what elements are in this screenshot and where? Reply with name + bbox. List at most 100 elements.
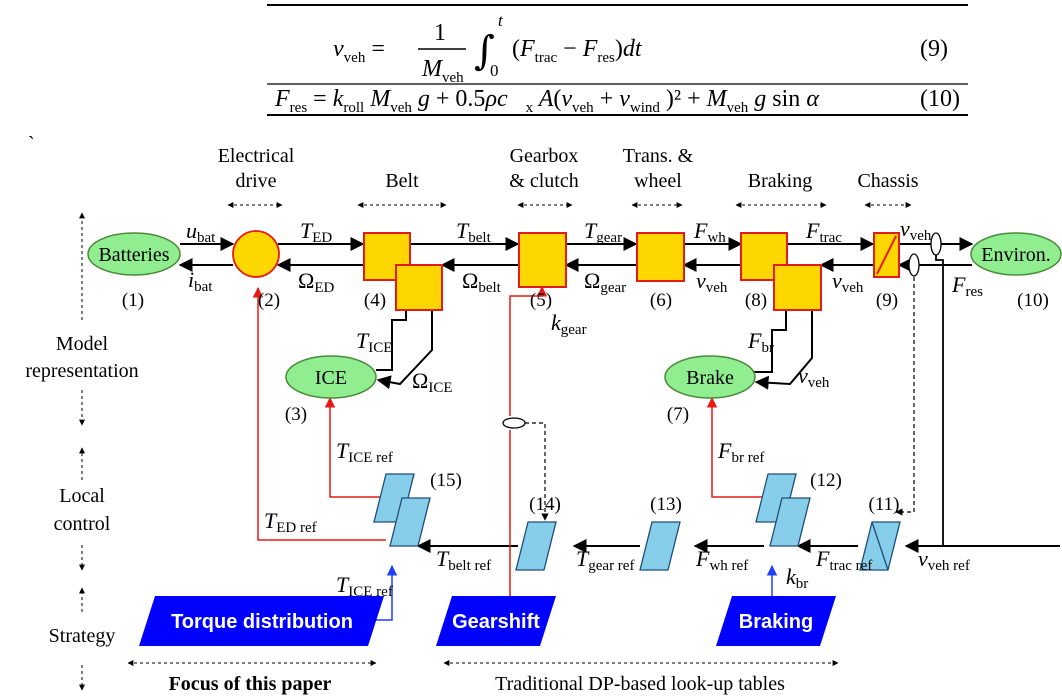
label-T-gear: Tgear [584, 218, 622, 246]
stray-mark: ` [28, 133, 35, 155]
footer-traditional: Traditional DP-based look-up tables [495, 673, 785, 695]
gearshift-block: Gearshift [436, 596, 556, 646]
row-local: Local [59, 485, 105, 507]
svg-text:Mveh: Mveh [421, 56, 464, 86]
blue-lines [372, 564, 778, 621]
header-clutch: & clutch [509, 170, 578, 192]
number-1: (1) [122, 290, 144, 311]
equation-10: Fres = kroll Mveh g + 0.5ρc x A(vveh + vw… [274, 86, 960, 118]
sensor-lines [525, 270, 915, 521]
label-T-belt: Tbelt [456, 218, 492, 246]
label-Omega-gear: Ωgear [584, 268, 626, 296]
batteries-node: Batteries [87, 232, 181, 276]
label-k-gear: kgear [551, 310, 587, 338]
control-12b [769, 497, 811, 547]
footer-focus: Focus of this paper [169, 673, 332, 695]
control-13 [639, 521, 681, 571]
row-strategy: Strategy [49, 625, 116, 647]
row-representation: representation [25, 360, 138, 382]
number-12: (12) [810, 470, 842, 491]
red-lines [252, 287, 766, 632]
label-F-trac: Ftrac [805, 218, 842, 246]
row-model: Model [56, 333, 109, 355]
chassis-block [873, 232, 900, 278]
strategy-blocks: Torque distribution Gearshift Braking [139, 596, 836, 646]
row-control: control [54, 513, 111, 535]
number-15: (15) [430, 470, 462, 491]
sensor-ellipses [502, 232, 942, 429]
svg-text:Braking: Braking [739, 611, 813, 633]
eq9-number: (9) [920, 36, 948, 62]
label-F-trac-ref: Ftrac ref [815, 546, 872, 574]
brake-block [740, 232, 822, 311]
label-i-bat: ibat [188, 267, 213, 295]
number-14: (14) [529, 494, 561, 515]
header-electrical: Electrical [218, 145, 295, 167]
footer: Focus of this paper Traditional DP-based… [127, 660, 839, 695]
svg-text:Batteries: Batteries [98, 244, 169, 266]
control-blocks [373, 473, 901, 571]
number-11: (11) [869, 494, 900, 515]
header-braking: Braking [748, 170, 812, 192]
header-chassis: Chassis [857, 170, 918, 192]
eq10-number: (10) [920, 86, 960, 112]
svg-text:Brake: Brake [686, 367, 734, 389]
integral-sign: ∫ [474, 28, 495, 74]
svg-text:Fres = kroll: Fres = kroll Mveh g + 0.5ρc x A(vveh + vw… [274, 86, 819, 118]
number-5: (5) [530, 290, 552, 311]
number-4: (4) [364, 290, 386, 311]
header-belt: Belt [385, 170, 419, 192]
svg-text:(Ftrac − Fres)dt: (Ftrac − Fres)dt [512, 36, 643, 66]
label-F-br: Fbr [747, 328, 774, 356]
label-v-veh-ref: vveh ref [918, 546, 970, 574]
control-15b [389, 497, 431, 547]
label-T-ICE-ref-bottom: TICE ref [336, 572, 393, 600]
number-8: (8) [745, 290, 767, 311]
label-v-veh-9: vveh [900, 216, 932, 244]
braking-strategy-block: Braking [716, 596, 836, 646]
electrical-drive-node [232, 230, 280, 278]
svg-text:vveh =: vveh = [333, 36, 385, 66]
row-labels: Model representation Local control Strat… [25, 212, 139, 691]
label-T-gear-ref: Tgear ref [576, 546, 634, 574]
gearbox-block [518, 232, 567, 288]
ice-node: ICE [285, 355, 377, 399]
label-v-veh-brake: vveh [798, 363, 830, 391]
label-Omega-ED: ΩED [298, 268, 335, 296]
environ-node: Environ. [970, 232, 1062, 276]
control-14 [515, 521, 557, 571]
header-drive: drive [235, 170, 276, 192]
svg-text:Environ.: Environ. [981, 244, 1050, 266]
label-T-belt-ref: Tbelt ref [436, 546, 491, 574]
svg-text:Torque distribution: Torque distribution [171, 611, 353, 633]
number-7: (7) [667, 404, 689, 425]
belt-block [363, 232, 443, 311]
label-v-veh-6: vveh [696, 268, 728, 296]
label-F-wh-ref: Fwh ref [695, 546, 748, 574]
svg-text:Gearshift: Gearshift [452, 611, 540, 633]
label-T-ED-ref: TED ref [264, 508, 317, 536]
eq9-lhs: v [333, 36, 344, 62]
torque-distribution-block: Torque distribution [139, 596, 384, 646]
label-Omega-belt: Ωbelt [462, 268, 502, 296]
signal-labels: ubat ibat TED ΩED Tbelt Ωbelt Tgear Ωgea… [186, 216, 983, 600]
svg-text:ICE: ICE [315, 367, 347, 389]
brake-node: Brake [664, 355, 756, 399]
label-u-bat: ubat [186, 218, 216, 246]
wheel-block [636, 232, 685, 282]
number-10: (10) [1017, 290, 1049, 311]
svg-text:t: t [498, 11, 504, 30]
label-T-ED: TED [300, 218, 332, 246]
equation-9: vveh = 1 Mveh ∫ t 0 (Ftrac − Fres)dt (9) [333, 11, 948, 86]
header-wheel: wheel [634, 170, 682, 192]
number-9: (9) [876, 290, 898, 311]
number-6: (6) [650, 290, 672, 311]
equation-table: vveh = 1 Mveh ∫ t 0 (Ftrac − Fres)dt (9)… [267, 4, 968, 118]
label-k-br: kbr [786, 564, 808, 592]
number-3: (3) [285, 404, 307, 425]
header-gearbox: Gearbox [510, 145, 579, 167]
column-headers: Electrical drive Belt Gearbox & clutch T… [218, 145, 919, 208]
label-T-ICE: TICE [356, 328, 392, 356]
label-Omega-ICE: ΩICE [412, 368, 453, 396]
